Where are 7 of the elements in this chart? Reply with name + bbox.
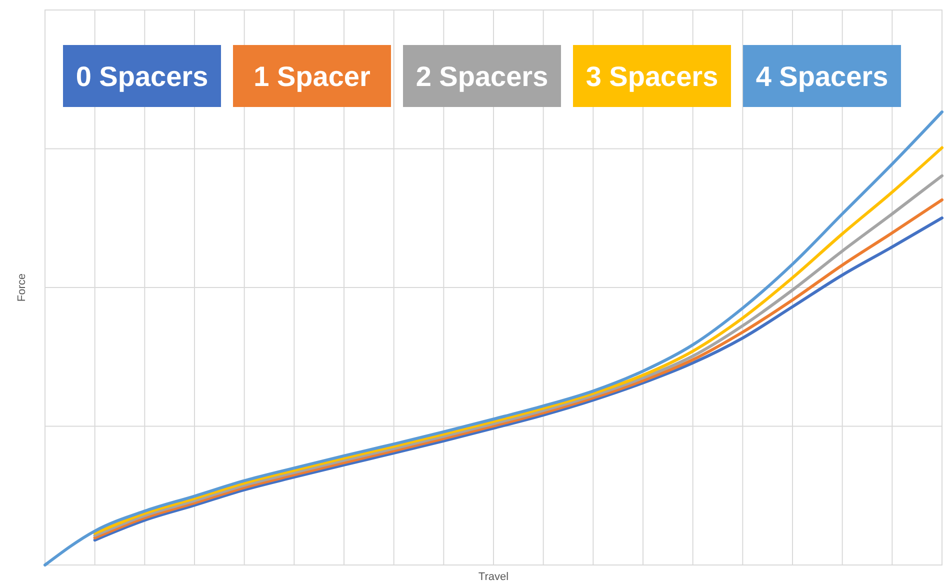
text: 1 Spacer (254, 61, 370, 92)
text: 2 Spacers (416, 61, 548, 92)
y-axis-title: Force (16, 273, 28, 302)
text: 0 Spacers (76, 61, 208, 92)
series-label: 4 Spacers (756, 61, 888, 92)
x-axis-title: Travel (478, 571, 509, 583)
text: 3 Spacers (586, 61, 718, 92)
